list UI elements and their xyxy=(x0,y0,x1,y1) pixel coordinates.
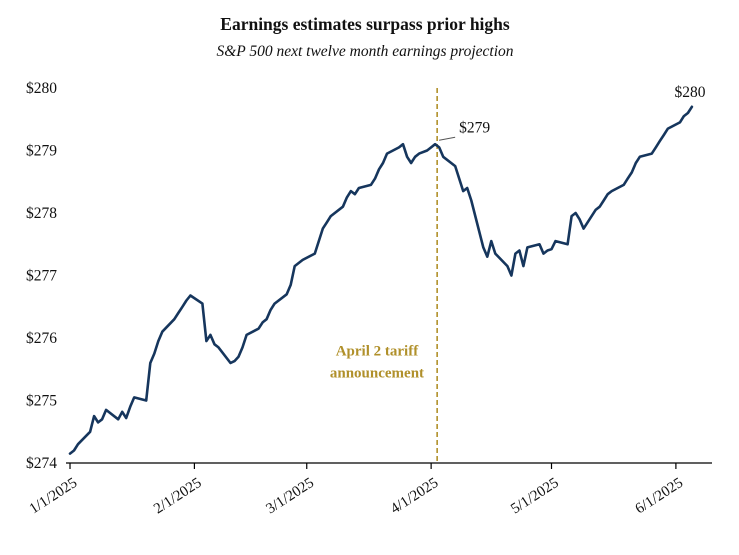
y-axis-label: $279 xyxy=(26,143,57,160)
y-axis-label: $278 xyxy=(26,205,57,222)
point-value-label: $280 xyxy=(674,84,705,101)
point-value-label: $279 xyxy=(459,119,490,136)
x-axis-label: 1/1/2025 xyxy=(27,475,80,517)
y-axis-label: $277 xyxy=(26,268,57,285)
x-axis-label: 4/1/2025 xyxy=(388,475,441,517)
chart-subtitle: S&P 500 next twelve month earnings proje… xyxy=(216,43,514,60)
x-axis-label: 2/1/2025 xyxy=(151,475,204,517)
point-label-connector xyxy=(439,136,456,141)
chart-title: Earnings estimates surpass prior highs xyxy=(220,14,510,34)
y-axis-label: $274 xyxy=(26,455,57,472)
x-axis-label: 5/1/2025 xyxy=(508,475,561,517)
tariff-annotation-line2: announcement xyxy=(330,366,424,382)
tariff-annotation-line1: April 2 tariff xyxy=(336,344,419,360)
y-axis-label: $276 xyxy=(26,330,57,347)
x-axis-label: 3/1/2025 xyxy=(263,475,316,517)
y-axis-label: $280 xyxy=(26,80,57,97)
x-axis-label: 6/1/2025 xyxy=(633,475,686,517)
y-axis-label: $275 xyxy=(26,393,57,410)
earnings-series-line xyxy=(68,105,694,455)
